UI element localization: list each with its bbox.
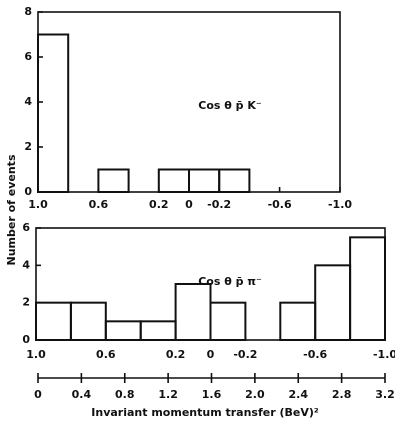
histogram-bar	[279, 301, 317, 341]
histogram-bar	[174, 283, 212, 341]
y-tick-label: 6	[24, 50, 32, 63]
histogram-bar	[69, 301, 107, 341]
histogram-bar	[97, 168, 130, 193]
y-tick-label: 8	[24, 5, 32, 18]
y-tick-label: 2	[22, 296, 30, 309]
histogram-bar	[35, 301, 72, 341]
x-tick-label: -0.2	[207, 198, 231, 211]
y-tick-label: 0	[24, 185, 32, 198]
x-tick-label: 0	[185, 198, 193, 211]
x-tick-label: 1.0	[26, 348, 46, 361]
x-tick-label: -1.0	[328, 198, 352, 211]
histogram-bar	[349, 236, 387, 341]
y-tick-label: 4	[24, 95, 32, 108]
x2-tick-label: 1.6	[202, 388, 222, 401]
x2-tick-label: 2.0	[245, 388, 265, 401]
y-tick-label: 2	[24, 140, 32, 153]
x2-tick-label: 0.8	[115, 388, 135, 401]
plot-frame	[37, 11, 341, 193]
histogram-bar	[104, 320, 142, 342]
x-tick-label: 0.2	[166, 348, 186, 361]
x-tick-label: 0	[207, 348, 215, 361]
x-tick-label: 0.6	[89, 198, 109, 211]
histogram-bar	[188, 168, 221, 193]
x2-tick-label: 1.2	[158, 388, 178, 401]
x2-tick-label: 3.2	[375, 388, 395, 401]
histogram-bar	[37, 33, 70, 193]
x2-tick-label: 2.4	[289, 388, 309, 401]
x-tick-label: 0.6	[96, 348, 116, 361]
y-tick-label: 0	[22, 333, 30, 346]
y-axis-label: Number of events	[5, 154, 18, 265]
histogram-bar	[139, 320, 177, 342]
x-tick-label: 0.2	[149, 198, 169, 211]
x2-tick-label: 0	[34, 388, 42, 401]
histogram-bar	[209, 301, 247, 341]
annotation: Cos θ p̄ π⁻	[198, 275, 262, 288]
x-tick-label: 1.0	[28, 198, 48, 211]
x-tick-label: -0.2	[233, 348, 257, 361]
x2-tick-label: 0.4	[72, 388, 92, 401]
histogram-bar	[157, 168, 191, 193]
y-tick-label: 6	[22, 221, 30, 234]
x2-axis-label: Invariant momentum transfer (BeV)²	[91, 406, 319, 419]
annotation: Cos θ p̄ K⁻	[198, 99, 262, 112]
histogram-bar	[314, 264, 352, 342]
x-tick-label: -0.6	[303, 348, 327, 361]
y-tick-label: 4	[22, 258, 30, 271]
x-tick-label: -0.6	[268, 198, 292, 211]
x2-tick-label: 2.8	[332, 388, 352, 401]
histogram-bar	[218, 168, 251, 193]
x-tick-label: -1.0	[373, 348, 395, 361]
